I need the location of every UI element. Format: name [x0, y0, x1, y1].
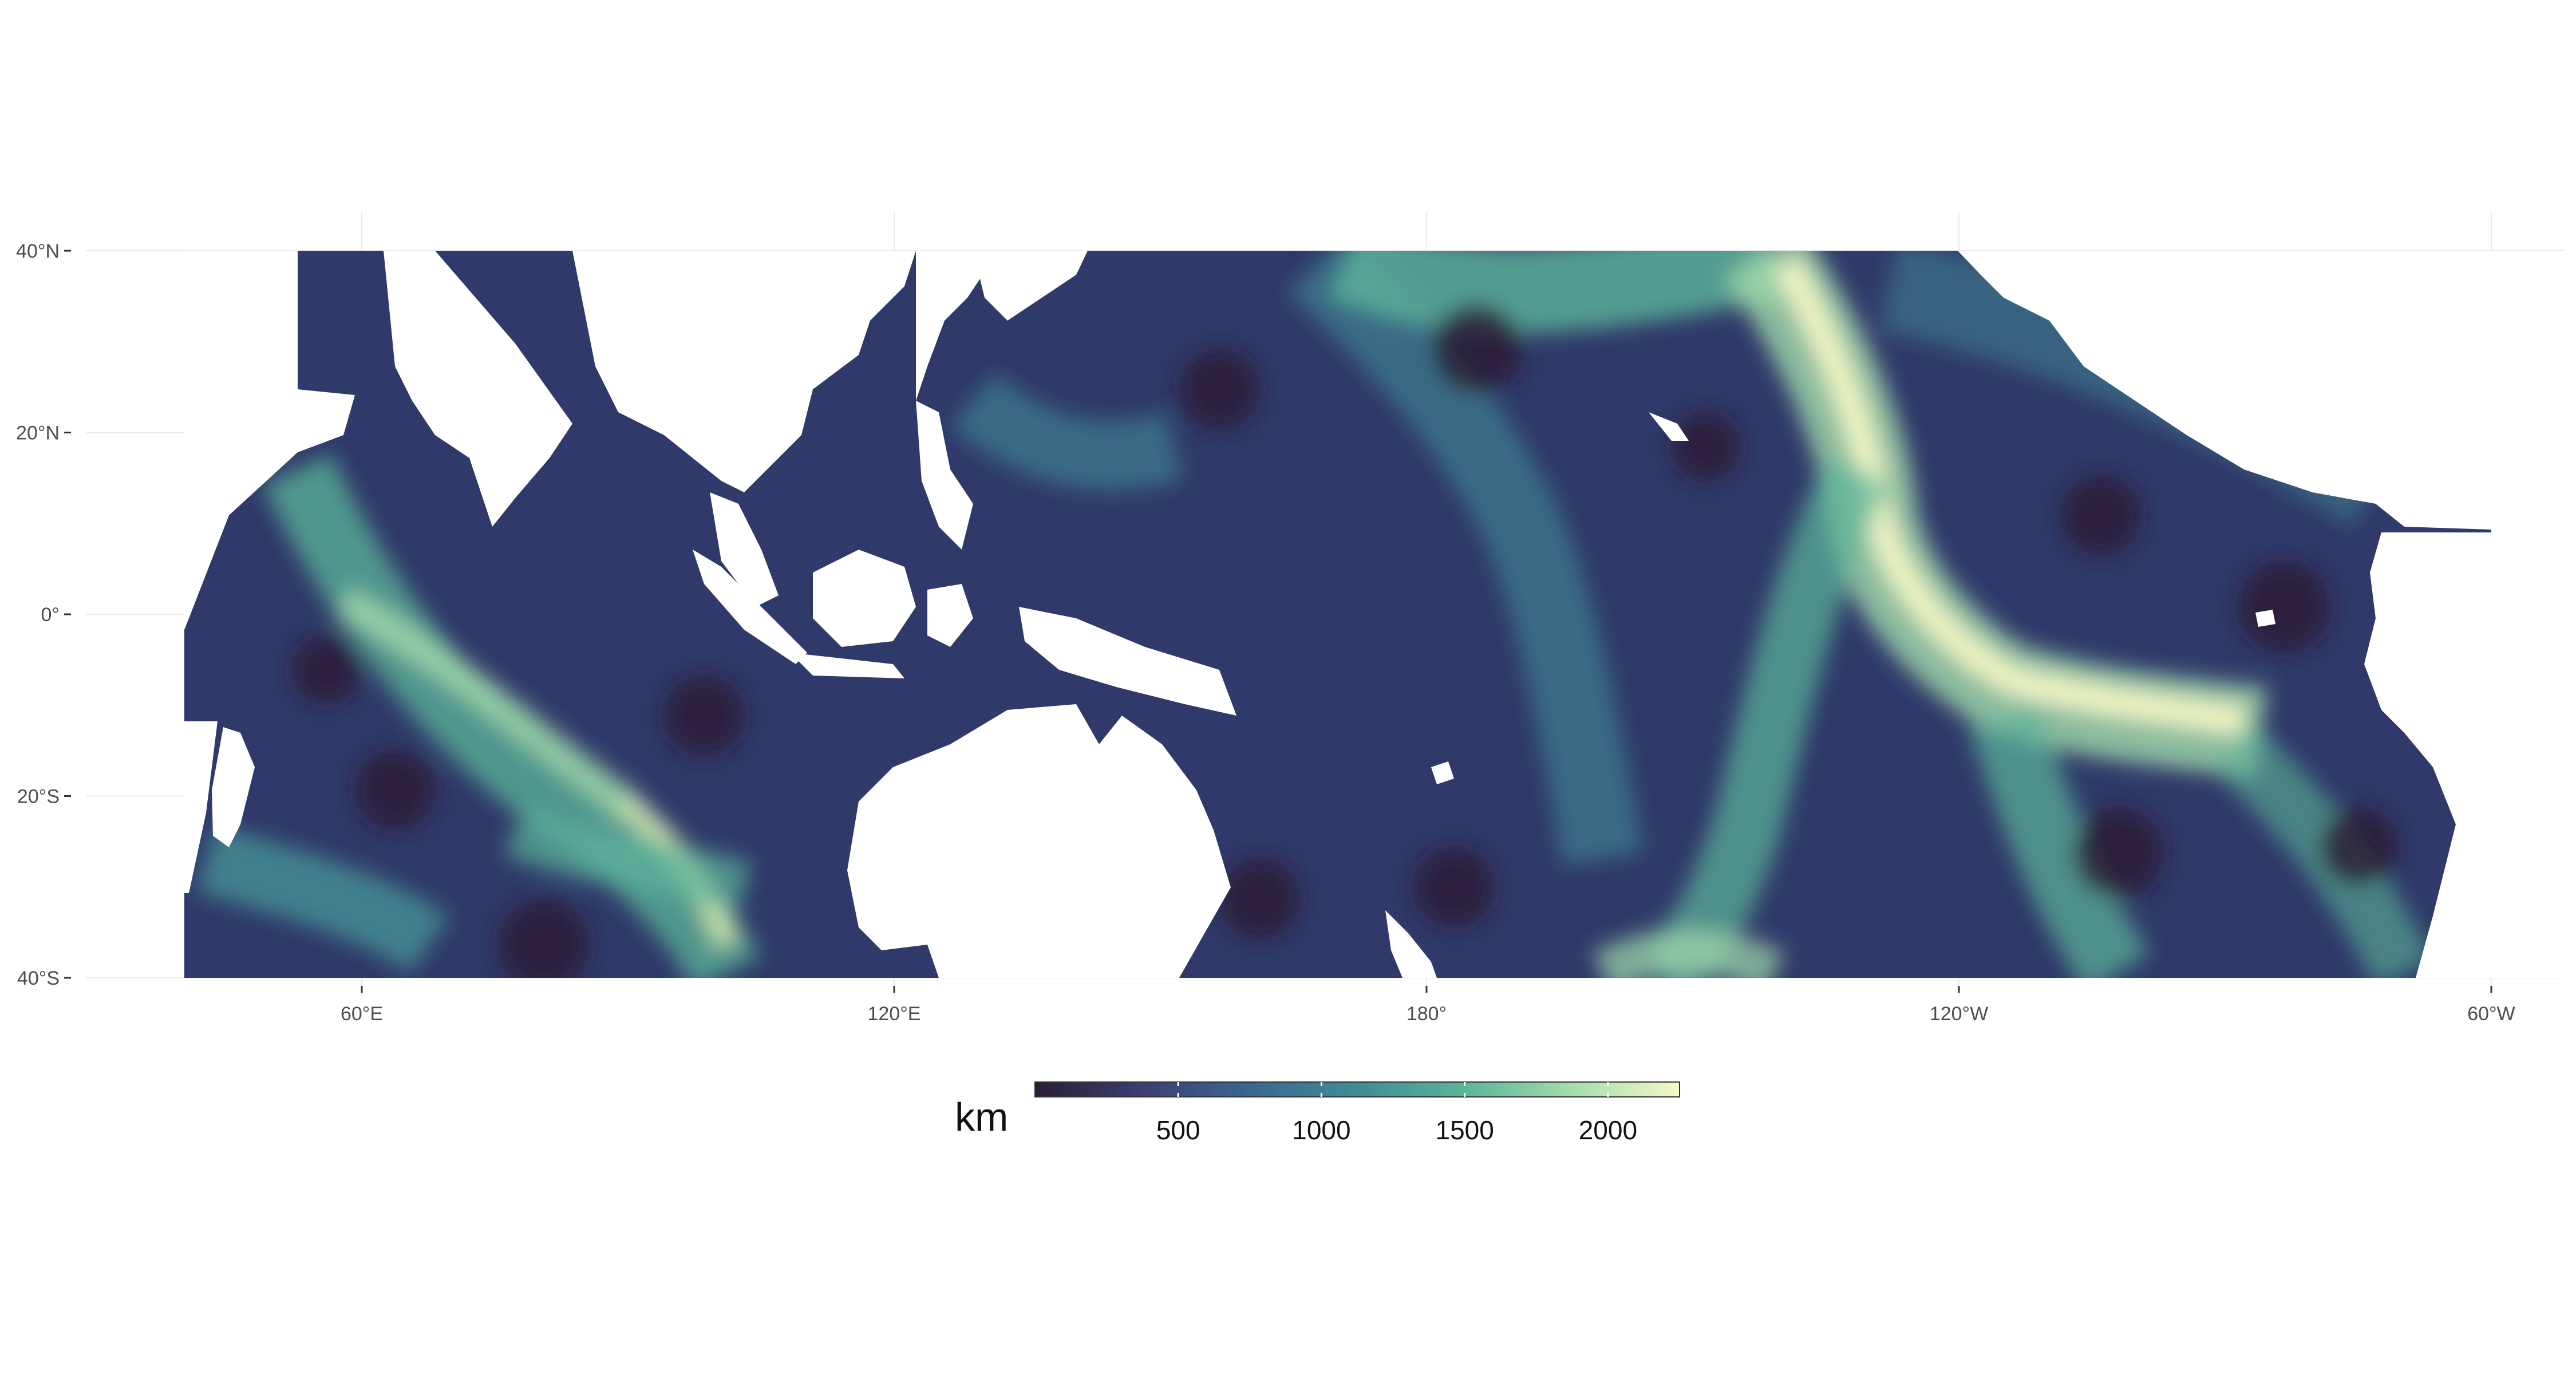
x-axis: 60°E 120°E 180° 120°W 60°W: [341, 986, 2515, 1025]
land-borneo: [813, 550, 916, 647]
legend: km 500 1000 1500 2000: [955, 1081, 1680, 1145]
x-tick-label: 60°W: [2467, 1003, 2515, 1025]
legend-tick-label: 1500: [1435, 1115, 1494, 1145]
y-axis: 40°N 20°N 0° 20°S 40°S: [16, 240, 71, 989]
land-java: [790, 653, 904, 678]
x-tick-label: 180°: [1406, 1003, 1447, 1025]
land-se-asia: [572, 251, 916, 492]
land-galapagos: [2255, 610, 2275, 627]
distance-field: [184, 251, 2491, 978]
land-australia: [847, 704, 1231, 978]
x-tick-label: 120°E: [867, 1003, 920, 1025]
legend-tick-label: 2000: [1579, 1115, 1637, 1145]
x-tick-label: 60°E: [341, 1003, 383, 1025]
land-malay: [710, 492, 779, 607]
land-new-zealand: [1385, 910, 1437, 978]
land-sumatra: [693, 550, 807, 664]
land-east-africa: [184, 721, 218, 893]
y-tick-label: 40°S: [17, 968, 60, 989]
land-east-asia: [916, 251, 990, 401]
legend-tick-label: 1000: [1292, 1115, 1350, 1145]
land-philippines: [916, 401, 973, 550]
land-new-guinea: [1019, 607, 1236, 716]
land-north-america: [1958, 251, 2576, 532]
land-arabia: [184, 251, 355, 630]
land-fiji: [1431, 761, 1454, 784]
legend-tick-label: 500: [1156, 1115, 1200, 1145]
x-tick-label: 120°W: [1930, 1003, 1988, 1025]
y-tick-label: 40°N: [16, 240, 60, 262]
y-tick-label: 20°N: [16, 423, 60, 444]
land-hawaii: [1649, 412, 1689, 441]
land-masses: [184, 251, 2576, 978]
legend-title: km: [955, 1095, 1008, 1139]
land-sulawesi: [927, 584, 973, 647]
legend-ticks: 500 1000 1500 2000: [1156, 1082, 1637, 1145]
land-madagascar: [212, 727, 255, 847]
land-japan: [973, 251, 1088, 321]
land-india: [384, 251, 572, 527]
y-tick-label: 0°: [41, 604, 60, 626]
y-tick-label: 20°S: [17, 786, 60, 808]
legend-colorbar: [1034, 1081, 1680, 1097]
